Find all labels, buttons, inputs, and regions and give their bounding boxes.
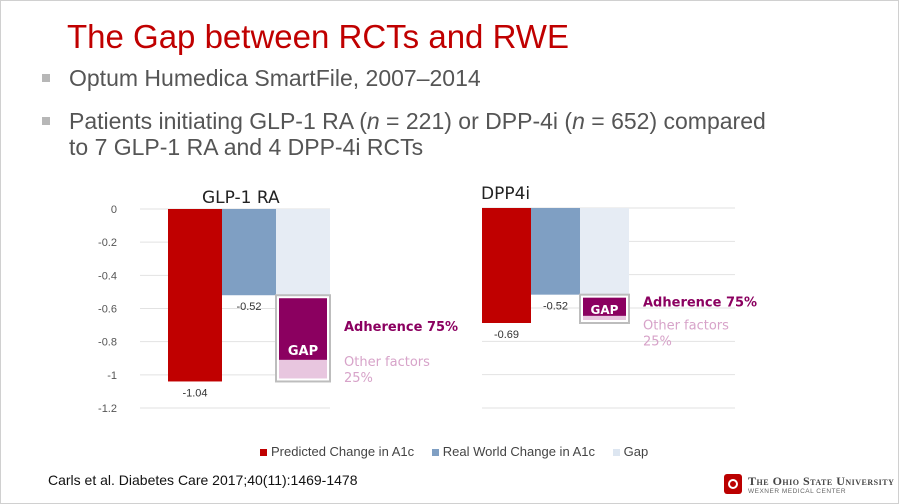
gap-other-segment <box>583 315 626 320</box>
gap-label: GAP <box>288 344 318 359</box>
bullet-marker <box>42 117 50 125</box>
bullet-text: Optum Humedica SmartFile, 2007–2014 <box>69 65 481 91</box>
gap-other-segment <box>279 359 327 379</box>
osu-logo-sub: WEXNER MEDICAL CENTER <box>748 488 847 495</box>
legend-item-real: Real World Change in A1c <box>431 444 595 459</box>
gap-label: GAP <box>591 303 619 317</box>
y-tick-label: 0 <box>111 204 117 216</box>
data-label: -0.52 <box>543 301 568 313</box>
legend-swatch <box>260 449 267 457</box>
bullet-text: Patients initiating GLP-1 RA (n = 221) o… <box>69 108 766 160</box>
y-tick-label: -0.8 <box>98 337 117 349</box>
y-tick-label: -0.2 <box>98 237 117 249</box>
osu-block-o-icon <box>724 474 742 494</box>
data-label: -0.52 <box>236 301 261 313</box>
gap-adherence-segment <box>279 298 327 360</box>
adherence-annotation: Adherence 75% <box>643 296 757 311</box>
legend-swatch <box>431 449 439 457</box>
osu-logo-name: The Ohio State University <box>748 474 895 488</box>
other-factors-annotation: Other factors <box>643 319 729 334</box>
data-label: -1.04 <box>182 387 207 399</box>
y-tick-label: -1 <box>107 370 117 382</box>
citation: Carls et al. Diabetes Care 2017;40(11):1… <box>48 472 358 488</box>
y-tick-label: -1.2 <box>98 403 117 415</box>
legend-item-gap: Gap <box>612 444 648 459</box>
bullet-patients: Patients initiating GLP-1 RA (n = 221) o… <box>42 108 789 160</box>
bar-predicted <box>482 208 531 323</box>
data-label: -0.69 <box>494 329 519 341</box>
chart-legend: Predicted Change in A1c Real World Chang… <box>260 444 662 459</box>
bullet-marker <box>42 74 50 82</box>
adherence-annotation: Adherence 75% <box>344 320 458 335</box>
bar-real-world <box>222 209 276 296</box>
other-factors-percent: 25% <box>643 335 672 350</box>
legend-item-predicted: Predicted Change in A1c <box>260 444 414 459</box>
y-tick-label: -0.6 <box>98 304 117 316</box>
bar-predicted <box>168 209 222 382</box>
bar-real-world <box>531 208 580 295</box>
legend-swatch <box>612 449 620 457</box>
chart-title-dpp4i: DPP4i <box>481 184 531 204</box>
gap-adherence-segment <box>583 297 626 316</box>
other-factors-percent: 25% <box>344 371 373 386</box>
y-tick-label: -0.4 <box>98 270 117 282</box>
slide-title: The Gap between RCTs and RWE <box>67 18 569 55</box>
chart-title-glp1: GLP-1 RA <box>202 188 280 208</box>
bullet-data-source: Optum Humedica SmartFile, 2007–2014 <box>42 65 789 91</box>
other-factors-annotation: Other factors <box>344 355 430 370</box>
